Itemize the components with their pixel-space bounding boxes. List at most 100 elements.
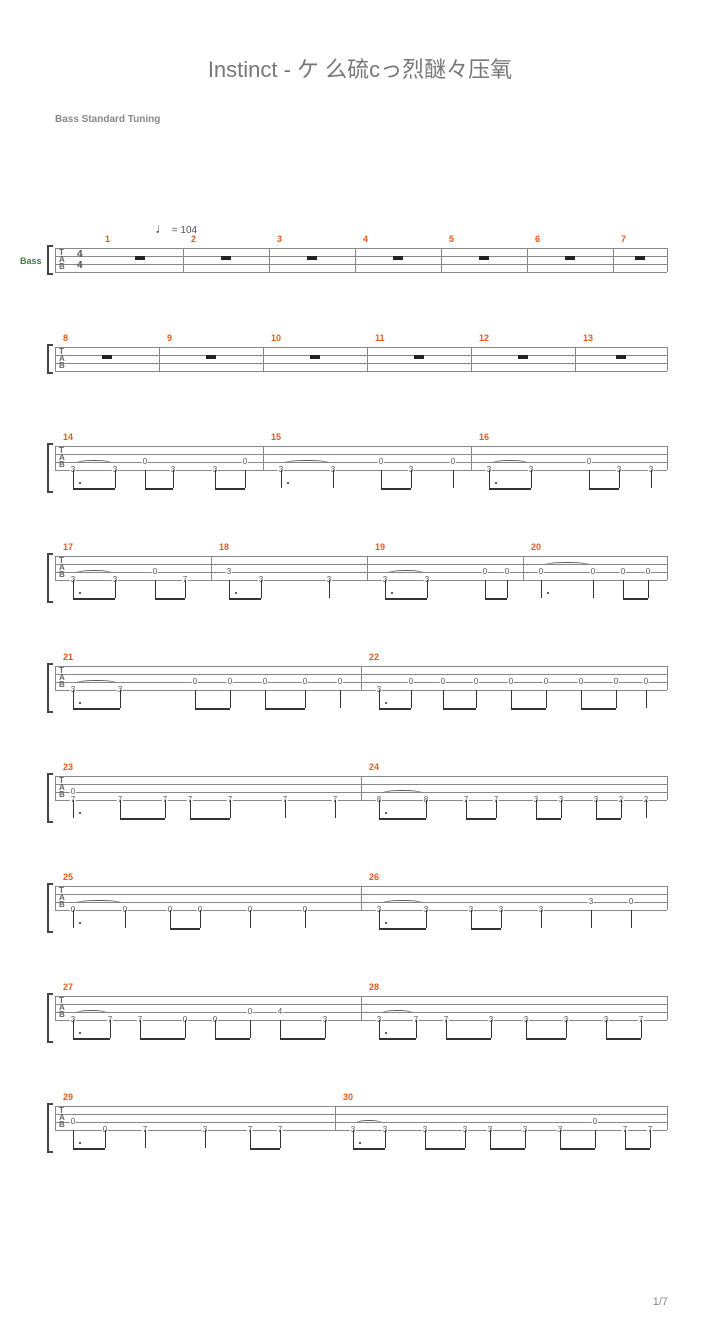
measure-number: 17 [63, 542, 73, 552]
measure-number: 15 [271, 432, 281, 442]
note-stem [329, 580, 330, 598]
whole-rest [616, 355, 626, 359]
note-stem [190, 800, 191, 818]
barline [527, 248, 528, 272]
system-bracket [47, 993, 53, 1043]
fret-number: 0 [473, 678, 479, 686]
note-stem [120, 800, 121, 818]
staff-system: TAB230777777724887733322 [55, 776, 667, 800]
rhythm-dot [235, 592, 237, 594]
note-stem [621, 800, 622, 818]
note-stem [427, 580, 428, 598]
tie [388, 570, 424, 576]
staff-system: TAB8910111213 [55, 347, 667, 371]
staff-system: TAB29007377303333333077 [55, 1106, 667, 1130]
note-stem [379, 910, 380, 928]
fret-number: 0 [482, 568, 488, 576]
measure-number: 12 [479, 333, 489, 343]
note-stem [526, 1020, 527, 1038]
note-stem [501, 910, 502, 928]
fret-number: 3 [226, 568, 232, 576]
staff-line [55, 470, 667, 471]
barline [667, 886, 668, 910]
beam [425, 1148, 465, 1150]
rhythm-dot [79, 1142, 81, 1144]
rhythm-dot [79, 702, 81, 704]
note-stem [491, 1020, 492, 1038]
note-stem [650, 1130, 651, 1148]
note-stem [115, 580, 116, 598]
measure-number: 4 [363, 234, 368, 244]
whole-rest [635, 256, 645, 260]
beam [353, 1148, 385, 1150]
note-stem [379, 800, 380, 818]
measure-number: 9 [167, 333, 172, 343]
fret-number: 0 [590, 568, 596, 576]
note-stem [641, 1020, 642, 1038]
note-stem [245, 470, 246, 488]
staff-line [55, 248, 667, 249]
beam [215, 1038, 250, 1040]
note-stem [125, 910, 126, 928]
note-stem [73, 1130, 74, 1148]
staff-system: TAB17330718333193300200000 [55, 556, 667, 580]
note-stem [541, 580, 542, 598]
fret-number: 0 [508, 678, 514, 686]
note-stem [426, 910, 427, 928]
barline [211, 556, 212, 580]
tie [492, 460, 528, 466]
beam [265, 708, 305, 710]
barline [667, 446, 668, 470]
fret-number: 0 [227, 678, 233, 686]
beam [489, 488, 531, 490]
whole-rest [102, 355, 112, 359]
note-stem [379, 690, 380, 708]
note-stem [496, 800, 497, 818]
staff-line [55, 910, 667, 911]
rhythm-dot [79, 922, 81, 924]
barline [335, 1106, 336, 1130]
tie [76, 900, 122, 906]
beam [145, 488, 173, 490]
beam [170, 928, 200, 930]
note-stem [140, 1020, 141, 1038]
note-stem [443, 690, 444, 708]
measure-number: 19 [375, 542, 385, 552]
beam [471, 928, 501, 930]
note-stem [305, 690, 306, 708]
system-bracket [47, 883, 53, 933]
beam [250, 1148, 280, 1150]
note-stem [416, 1020, 417, 1038]
beam [215, 488, 245, 490]
note-stem [215, 1020, 216, 1038]
measure-number: 18 [219, 542, 229, 552]
rhythm-dot [547, 592, 549, 594]
fret-number: 0 [613, 678, 619, 686]
barline [667, 1106, 668, 1130]
beam [140, 1038, 185, 1040]
fret-number: 0 [378, 458, 384, 466]
staff-line [55, 1114, 667, 1115]
note-stem [446, 1020, 447, 1038]
barline [667, 248, 668, 272]
whole-rest [393, 256, 403, 260]
barline [471, 347, 472, 371]
rhythm-dot [495, 482, 497, 484]
note-stem [73, 580, 74, 598]
barline [613, 248, 614, 272]
beam [379, 928, 426, 930]
fret-number: 0 [242, 458, 248, 466]
system-bracket [47, 245, 53, 275]
measure-number: 26 [369, 872, 379, 882]
measure-number: 16 [479, 432, 489, 442]
note-stem [73, 910, 74, 928]
note-stem [471, 910, 472, 928]
note-stem [250, 1130, 251, 1148]
beam [381, 488, 411, 490]
beam [73, 708, 120, 710]
measure-number: 27 [63, 982, 73, 992]
tie [544, 562, 590, 568]
system-bracket [47, 663, 53, 713]
fret-number: 0 [262, 678, 268, 686]
whole-rest [414, 355, 424, 359]
